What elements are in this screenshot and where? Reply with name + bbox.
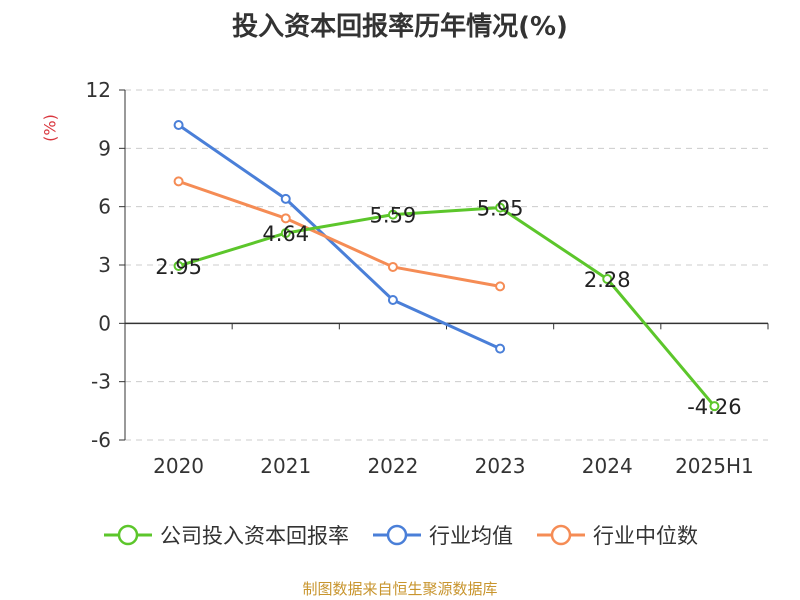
data-point	[173, 260, 184, 271]
y-tick-label: 9	[98, 136, 111, 160]
data-point	[495, 343, 506, 354]
data-label: 4.64	[262, 222, 309, 246]
data-label: 5.95	[477, 197, 524, 221]
legend-swatch-icon	[104, 524, 152, 546]
y-tick-label: -3	[91, 370, 111, 394]
data-point	[602, 274, 613, 284]
legend: 公司投入资本回报率 行业均值 行业中位数	[0, 520, 800, 550]
data-point	[173, 120, 184, 130]
legend-swatch-icon	[373, 524, 421, 546]
data-label: -4.26	[687, 395, 741, 419]
data-point	[495, 202, 506, 213]
legend-label: 公司投入资本回报率	[160, 524, 349, 548]
source-note: 制图数据来自恒生聚源数据库	[302, 580, 498, 598]
data-point	[709, 401, 720, 412]
y-tick-label: -6	[91, 428, 111, 452]
x-tick-label: 2022	[367, 454, 418, 478]
y-tick-label: 3	[98, 253, 111, 277]
data-point	[387, 209, 398, 220]
data-point	[280, 213, 291, 224]
data-point	[280, 228, 291, 239]
data-point	[387, 261, 398, 272]
x-tick-label: 2024	[582, 454, 633, 478]
x-tick-label: 2025H1	[675, 454, 754, 478]
legend-item[interactable]: 行业中位数	[535, 520, 698, 550]
chart-title: 投入资本回报率历年情况(%)	[232, 12, 568, 42]
data-point	[173, 176, 184, 187]
data-point	[280, 193, 291, 204]
y-tick-label: 0	[98, 311, 111, 335]
y-tick-label: 6	[98, 195, 111, 219]
x-tick-label: 2020	[153, 454, 204, 478]
series-line	[177, 123, 502, 351]
series-line	[177, 179, 502, 288]
legend-label: 行业均值	[429, 524, 513, 548]
y-tick-label: 12	[86, 78, 111, 102]
x-tick-label: 2021	[260, 454, 311, 478]
data-label: 2.28	[584, 268, 631, 292]
data-point	[495, 281, 506, 292]
legend-swatch-icon	[537, 524, 585, 546]
data-label: 2.95	[155, 255, 202, 279]
data-label: 5.59	[370, 204, 417, 228]
series-line	[177, 206, 716, 408]
legend-label: 行业中位数	[593, 524, 698, 548]
x-tick-label: 2023	[475, 454, 526, 478]
legend-item[interactable]: 公司投入资本回报率	[102, 520, 349, 550]
legend-item[interactable]: 行业均值	[371, 520, 513, 550]
data-point	[387, 295, 398, 305]
